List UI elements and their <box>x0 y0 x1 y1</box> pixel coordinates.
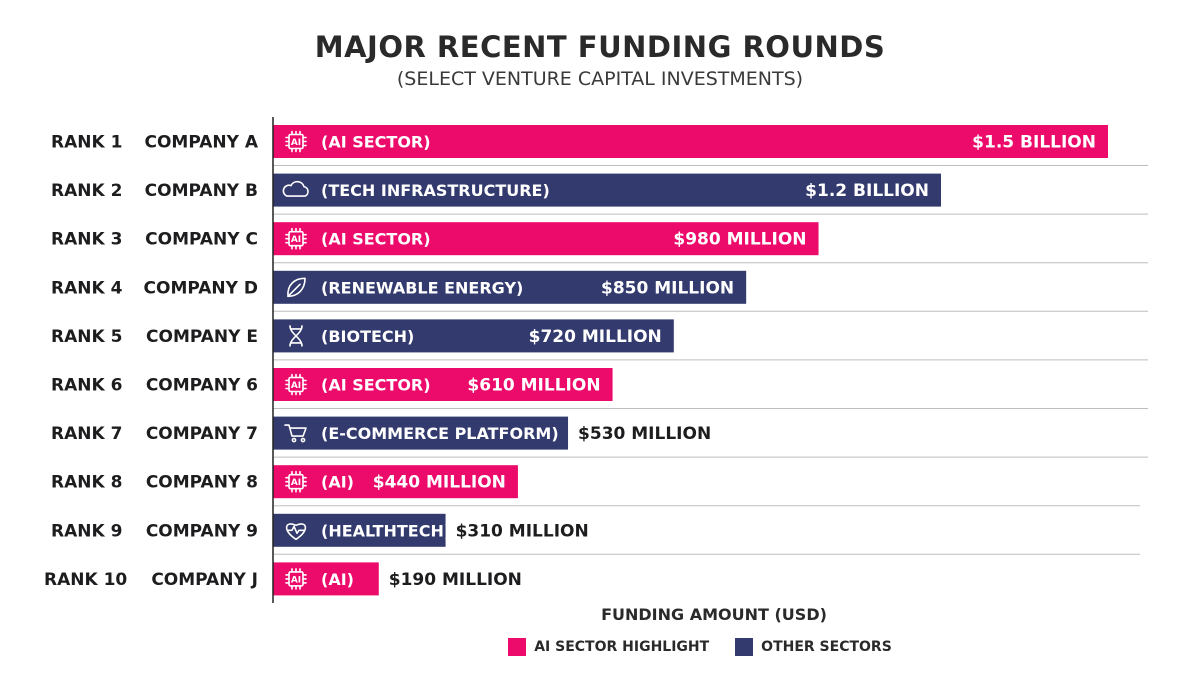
bar <box>273 465 518 499</box>
company-label: COMPANY D <box>144 278 258 298</box>
value-label: $980 MILLION <box>673 230 806 250</box>
sector-label: (E-COMMERCE PLATFORM) <box>321 424 559 443</box>
rank-label: RANK 2 <box>51 181 122 201</box>
company-label: COMPANY C <box>145 230 258 250</box>
company-label: COMPANY B <box>145 181 258 201</box>
legend-swatch-other <box>735 638 754 656</box>
svg-text:AI: AI <box>291 575 301 585</box>
company-label: COMPANY 9 <box>146 521 258 541</box>
company-label: COMPANY J <box>151 570 258 590</box>
chart-subtitle: (SELECT VENTURE CAPITAL INVESTMENTS) <box>396 68 804 90</box>
bar <box>273 173 941 207</box>
rank-label: RANK 8 <box>51 473 122 493</box>
bar <box>273 319 674 353</box>
value-label: $1.2 BILLION <box>805 181 929 201</box>
value-label: $850 MILLION <box>601 278 734 298</box>
svg-text:AI: AI <box>291 381 301 391</box>
value-label: $190 MILLION <box>389 570 522 590</box>
legend-item-other: OTHER SECTORS <box>735 638 892 656</box>
company-label: COMPANY 7 <box>146 424 258 444</box>
value-label: $720 MILLION <box>529 327 662 347</box>
bar <box>273 562 379 596</box>
heartbeat-icon <box>285 523 307 541</box>
svg-text:AI: AI <box>291 478 301 488</box>
company-label: COMPANY A <box>144 133 258 153</box>
value-label: $310 MILLION <box>456 521 589 541</box>
rank-label: RANK 9 <box>51 521 122 541</box>
value-label: $440 MILLION <box>373 473 506 493</box>
legend-label-other: OTHER SECTORS <box>761 639 892 655</box>
sector-label: (AI SECTOR) <box>321 230 431 249</box>
bar <box>273 222 819 256</box>
legend-item-ai: AI SECTOR HIGHLIGHT <box>508 638 709 656</box>
leaf-icon <box>287 277 306 298</box>
rank-label: RANK 6 <box>51 376 122 396</box>
chip-icon: AI <box>285 568 307 590</box>
chip-icon: AI <box>285 470 307 493</box>
chip-icon: AI <box>285 373 307 396</box>
legend-label-ai: AI SECTOR HIGHLIGHT <box>534 639 710 655</box>
x-axis-label: FUNDING AMOUNT (USD) <box>601 605 827 624</box>
rank-label: RANK 10 <box>44 570 127 590</box>
svg-text:AI: AI <box>291 138 301 148</box>
rank-label: RANK 1 <box>51 133 122 153</box>
rank-label: RANK 3 <box>51 230 122 250</box>
company-label: COMPANY E <box>146 327 258 347</box>
value-label: $1.5 BILLION <box>972 133 1096 153</box>
legend-swatch-ai <box>508 638 527 656</box>
bar <box>273 368 613 401</box>
chip-icon: AI <box>285 227 307 250</box>
rank-label: RANK 5 <box>51 327 122 347</box>
company-label: COMPANY 6 <box>146 376 258 396</box>
cloud-icon <box>282 180 309 197</box>
dna-icon <box>289 325 303 347</box>
rank-label: RANK 7 <box>51 424 122 444</box>
value-label: $530 MILLION <box>578 424 711 444</box>
chip-icon: AI <box>285 130 307 153</box>
rank-label: RANK 4 <box>51 278 123 298</box>
sector-label: (RENEWABLE ENERGY) <box>321 278 523 297</box>
bar <box>273 125 1108 158</box>
sector-label: (AI SECTOR) <box>321 376 431 395</box>
bar <box>273 416 569 450</box>
svg-text:AI: AI <box>291 235 301 245</box>
sector-label: (TECH INFRASTRUCTURE) <box>321 181 550 200</box>
legend: AI SECTOR HIGHLIGHT OTHER SECTORS <box>0 638 1200 656</box>
sector-label: (AI) <box>321 570 354 589</box>
sector-label: (AI) <box>321 473 354 492</box>
sector-label: (AI SECTOR) <box>321 133 431 152</box>
chart-title: MAJOR RECENT FUNDING ROUNDS <box>314 30 886 64</box>
sector-label: (BIOTECH) <box>321 327 414 346</box>
sector-label: (HEALTHTECH) <box>321 521 451 540</box>
value-label: $610 MILLION <box>467 376 600 396</box>
company-label: COMPANY 8 <box>146 473 258 493</box>
cart-icon <box>284 424 307 443</box>
bar <box>273 270 747 304</box>
